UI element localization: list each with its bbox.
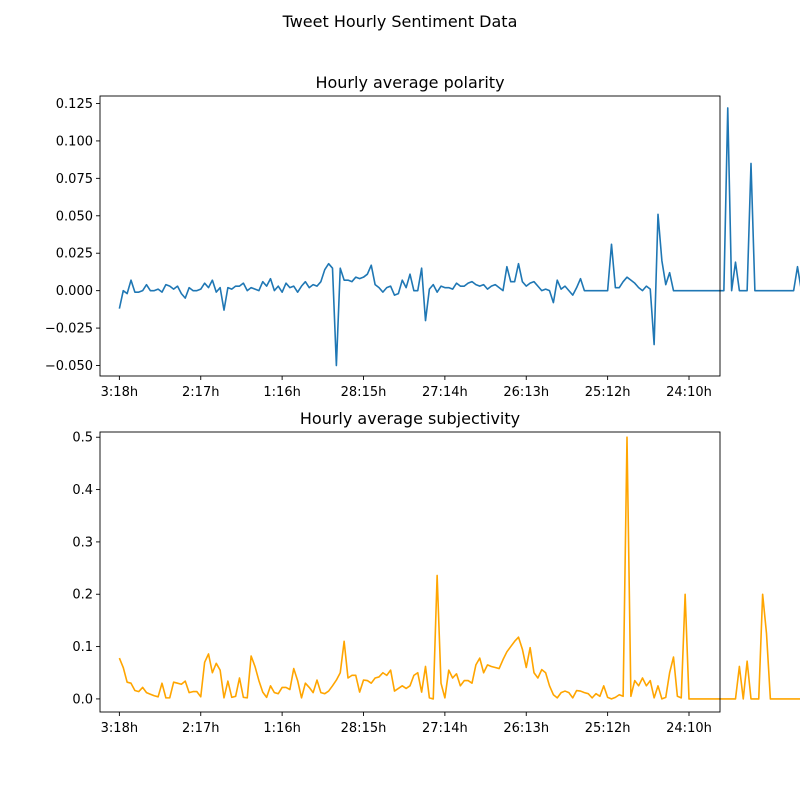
polarity-plot-frame — [99, 95, 721, 377]
polarity-x-tick-label: 25:12h — [585, 385, 631, 400]
subjectivity-series-line — [118, 436, 800, 700]
subjectivity-x-tick-label: 27:14h — [422, 721, 468, 736]
polarity-y-tick-label: 0.050 — [56, 209, 93, 224]
polarity-y-tick-label: 0.100 — [56, 134, 93, 149]
polarity-x-tick-label: 27:14h — [422, 385, 468, 400]
polarity-y-tick-label: −0.025 — [45, 322, 93, 337]
polarity-x-tick-label: 26:13h — [503, 385, 549, 400]
subjectivity-y-tick-label: 0.3 — [72, 535, 93, 550]
polarity-x-tick-label: 3:18h — [101, 385, 138, 400]
subjectivity-x-tick-label: 2:17h — [182, 721, 219, 736]
polarity-x-tick-label: 28:15h — [341, 385, 387, 400]
subjectivity-panel: Hourly average subjectivity 0.0 0.1 0.2 0.3… — [72, 409, 800, 736]
subjectivity-x-tick-label: 1:16h — [263, 721, 300, 736]
polarity-chart-title: Hourly average polarity — [315, 73, 504, 92]
polarity-x-tick-label: 1:16h — [263, 385, 300, 400]
polarity-series-line — [118, 107, 800, 367]
subjectivity-y-tick-label: 0.0 — [72, 692, 93, 707]
polarity-y-tick-label: 0.025 — [56, 247, 93, 262]
polarity-y-tick-label: 0.125 — [56, 97, 93, 112]
polarity-x-tick-label: 2:17h — [182, 385, 219, 400]
subjectivity-x-tick-label: 26:13h — [503, 721, 549, 736]
polarity-x-tick-label: 24:10h — [666, 385, 712, 400]
subjectivity-y-tick-label: 0.4 — [72, 483, 93, 498]
polarity-y-tick-label: 0.075 — [56, 172, 93, 187]
polarity-y-tick-label: −0.050 — [45, 359, 93, 374]
subjectivity-y-tick-label: 0.2 — [72, 588, 93, 603]
subjectivity-y-tick-label: 0.1 — [72, 640, 93, 655]
subjectivity-x-tick-label: 24:10h — [666, 721, 712, 736]
polarity-panel: Hourly average polarity −0.050 −0.025 0.00… — [45, 73, 800, 400]
polarity-y-tick-label: 0.000 — [56, 284, 93, 299]
subjectivity-x-tick-label: 25:12h — [585, 721, 631, 736]
subjectivity-x-tick-label: 28:15h — [341, 721, 387, 736]
subjectivity-chart-title: Hourly average subjectivity — [300, 409, 520, 428]
subjectivity-x-tick-label: 3:18h — [101, 721, 138, 736]
figure-title: Tweet Hourly Sentiment Data — [282, 12, 518, 31]
subjectivity-plot-frame — [99, 431, 721, 713]
subjectivity-y-tick-label: 0.5 — [72, 431, 93, 446]
